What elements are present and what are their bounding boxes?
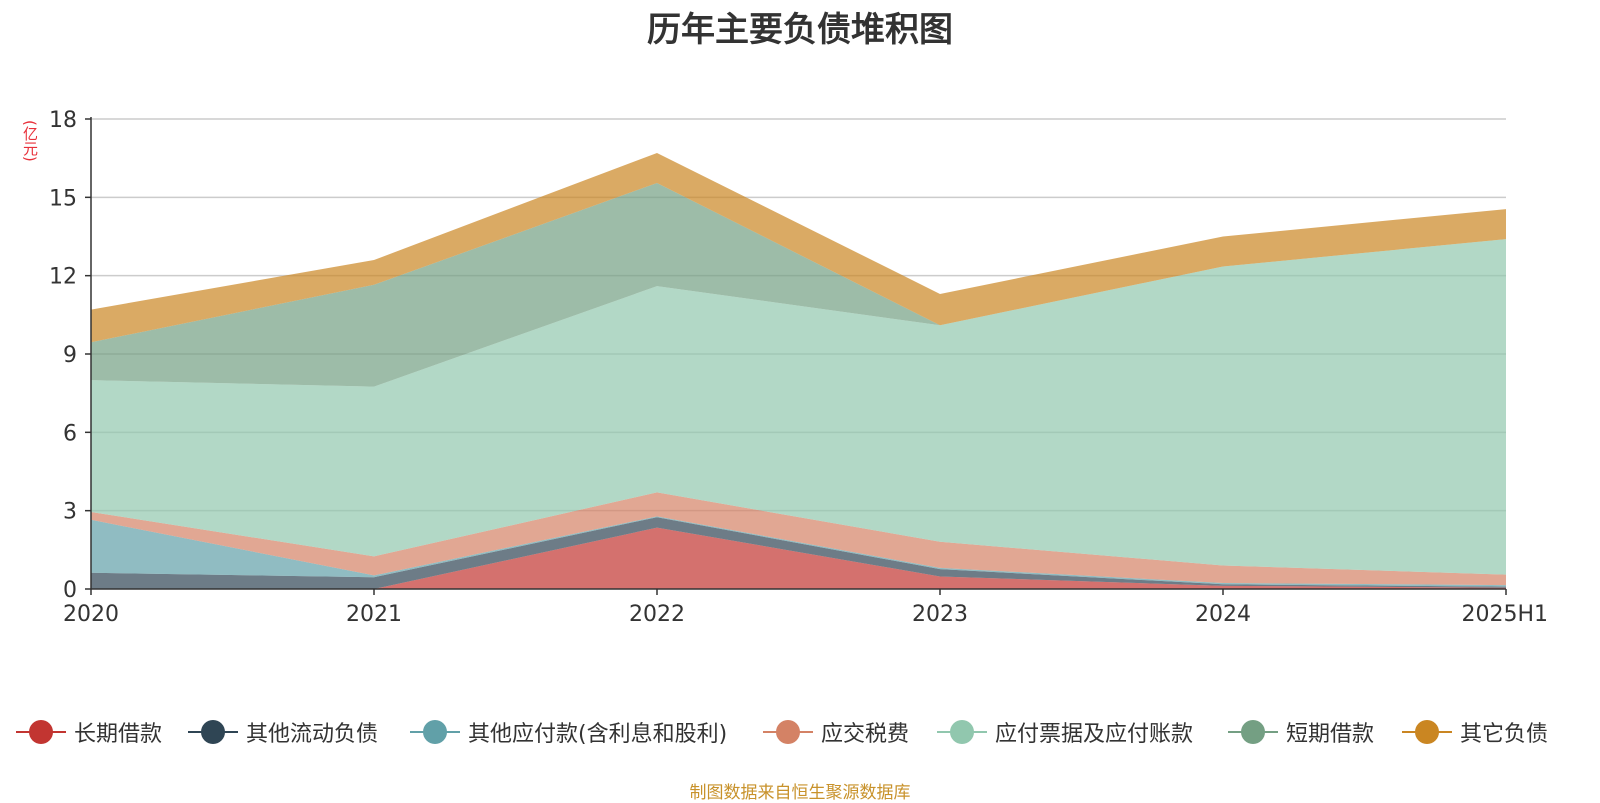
legend-marker-icon [16, 720, 66, 744]
source-note: 制图数据来自恒生聚源数据库 [689, 783, 911, 803]
y-tick-label: 18 [49, 108, 77, 133]
legend-marker-icon [1402, 720, 1452, 744]
legend-item[interactable]: 长期借款 [16, 716, 162, 748]
x-tick-label: 2022 [629, 602, 685, 627]
legend-label: 应付票据及应付账款 [995, 722, 1194, 747]
legend: 长期借款 其他流动负债 其他应付款(含利息和股利) 应交税费 应付票据及应付账款 短期借款… [0, 716, 1600, 748]
legend-label: 其他应付款(含利息和股利) [468, 722, 728, 747]
legend-marker-icon [1228, 720, 1278, 744]
legend-item[interactable]: 其他应付款(含利息和股利) [410, 716, 727, 748]
legend-item[interactable]: 其它负债 [1402, 716, 1548, 748]
legend-marker-icon [188, 720, 238, 744]
legend-marker-icon [937, 720, 987, 744]
legend-marker-icon [763, 720, 813, 744]
legend-item[interactable]: 应付票据及应付账款 [937, 716, 1193, 748]
y-tick-label: 0 [63, 578, 77, 603]
legend-item[interactable]: 短期借款 [1228, 716, 1374, 748]
area-series-其它负债 [91, 152, 1506, 343]
legend-label: 应交税费 [821, 722, 910, 747]
legend-item[interactable]: 其他流动负债 [188, 716, 378, 748]
y-tick-label: 15 [49, 186, 77, 211]
area-series-应付票据及应付账款 [91, 239, 1506, 575]
legend-item[interactable]: 应交税费 [763, 716, 909, 748]
x-tick-label: 2024 [1195, 602, 1251, 627]
axes: 0 3 6 9 12 15 18 2020 2021 2022 2023 2024 2025H1 [49, 108, 1548, 627]
x-tick-label: 2025H1 [1461, 602, 1548, 627]
x-tick-label: 2020 [63, 602, 119, 627]
area-series-短期借款 [91, 182, 1506, 387]
legend-label: 短期借款 [1286, 722, 1375, 747]
area-series-其他流动负债 [91, 517, 1506, 589]
chart-title: 历年主要负债堆积图 [647, 10, 953, 50]
x-tick-label: 2023 [912, 602, 968, 627]
y-tick-label: 12 [49, 265, 77, 290]
y-axis-unit-label: (亿元) [21, 120, 39, 162]
stacked-area-chart: 0 3 6 9 12 15 18 2020 2021 2022 2023 2024 2025H1 [49, 108, 1548, 627]
y-tick-label: 9 [63, 343, 77, 368]
legend-label: 其它负债 [1460, 722, 1549, 747]
area-series [91, 152, 1506, 589]
legend-label: 其他流动负债 [246, 722, 379, 747]
x-tick-label: 2021 [346, 602, 402, 627]
legend-label: 长期借款 [74, 722, 163, 747]
legend-marker-icon [410, 720, 460, 744]
y-tick-label: 6 [63, 421, 77, 446]
y-tick-label: 3 [63, 500, 77, 525]
area-series-应交税费 [91, 492, 1506, 586]
